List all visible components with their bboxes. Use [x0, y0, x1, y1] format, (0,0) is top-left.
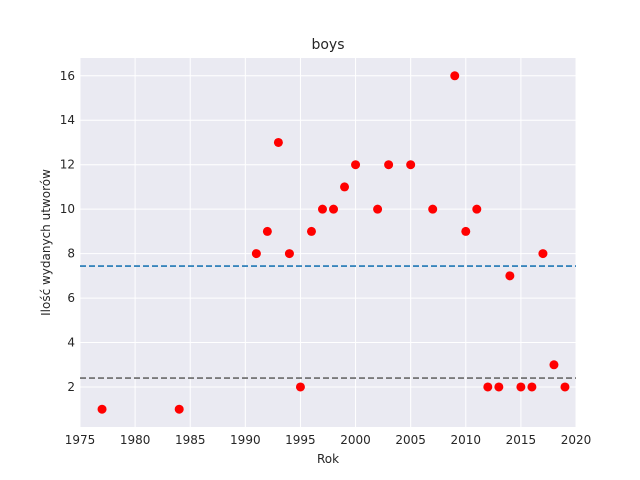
y-tick-label: 14 — [60, 113, 75, 127]
chart-title: boys — [311, 37, 344, 53]
data-points — [97, 71, 570, 414]
data-point — [483, 382, 493, 392]
x-tick-label: 1990 — [230, 433, 261, 447]
x-tick-label: 1980 — [120, 433, 151, 447]
data-point — [273, 137, 283, 147]
y-tick-label: 10 — [60, 202, 75, 216]
data-point — [384, 160, 394, 170]
data-point — [516, 382, 526, 392]
y-tick-label: 6 — [67, 291, 75, 305]
y-axis-label: Ilość wydanych utworów — [39, 169, 53, 316]
data-point — [295, 382, 305, 392]
y-tick-label: 8 — [67, 247, 75, 261]
x-tick-label: 1985 — [175, 433, 206, 447]
x-tick-label: 2010 — [451, 433, 482, 447]
data-point — [461, 226, 471, 236]
data-point — [284, 249, 294, 259]
data-point — [351, 160, 361, 170]
y-tick-label: 2 — [67, 380, 75, 394]
data-point — [340, 182, 350, 192]
grid-lines — [79, 58, 577, 427]
data-point — [306, 226, 316, 236]
data-point — [549, 360, 559, 370]
data-point — [97, 404, 107, 414]
data-point — [505, 271, 515, 281]
data-point — [472, 204, 482, 214]
x-tick-label: 2005 — [395, 433, 426, 447]
data-point — [174, 404, 184, 414]
data-point — [329, 204, 339, 214]
data-point — [450, 71, 460, 81]
data-point — [262, 226, 272, 236]
data-point — [527, 382, 537, 392]
data-point — [494, 382, 504, 392]
reference-lines — [80, 265, 576, 379]
y-axis-ticks: 2 4 6 8 10 12 14 16 — [60, 69, 75, 394]
x-axis-ticks: 1975 1980 1985 1990 1995 2000 2005 2010 2015 2020 — [65, 433, 592, 447]
data-point — [560, 382, 570, 392]
data-point — [406, 160, 416, 170]
data-point — [317, 204, 327, 214]
x-tick-label: 1975 — [65, 433, 96, 447]
data-point — [428, 204, 438, 214]
data-point — [538, 249, 548, 259]
x-axis-label: Rok — [317, 452, 339, 466]
plot-area — [80, 58, 576, 427]
x-tick-label: 2020 — [561, 433, 592, 447]
y-tick-label: 12 — [60, 158, 75, 172]
y-tick-label: 4 — [67, 336, 75, 350]
data-point — [373, 204, 383, 214]
data-point — [251, 249, 261, 259]
x-tick-label: 2000 — [340, 433, 371, 447]
y-tick-label: 16 — [60, 69, 75, 83]
x-tick-label: 2015 — [506, 433, 537, 447]
x-tick-label: 1995 — [285, 433, 316, 447]
